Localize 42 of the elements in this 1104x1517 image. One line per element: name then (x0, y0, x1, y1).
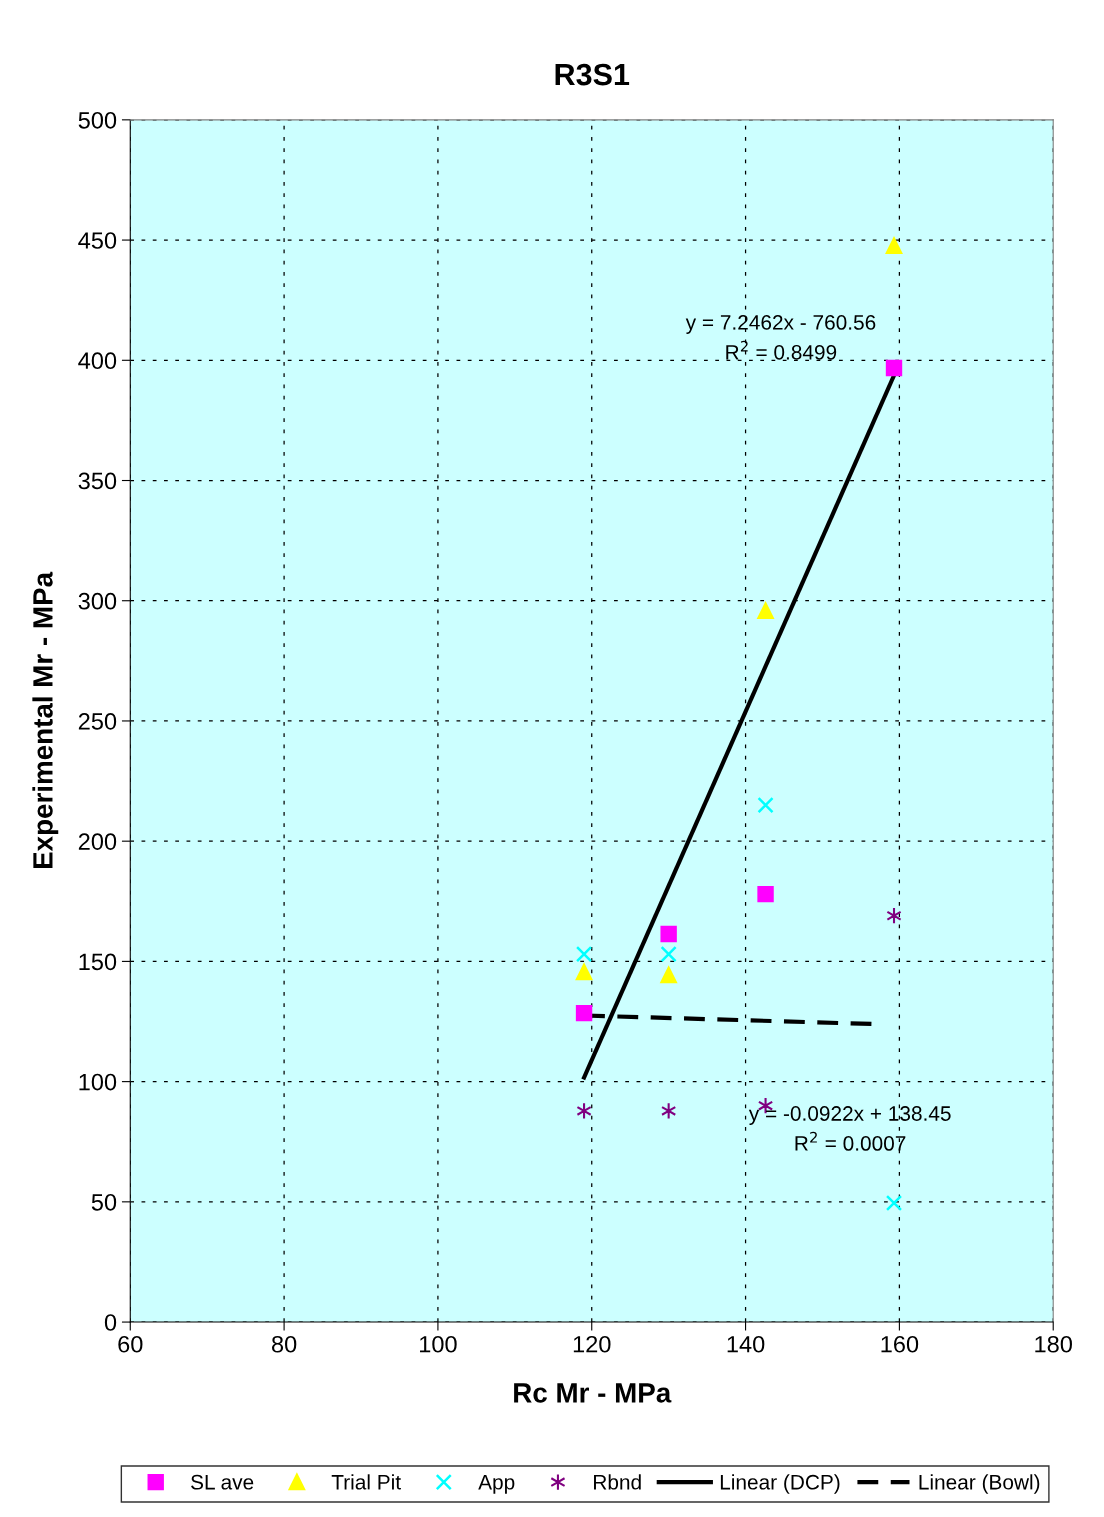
point (660, 925, 677, 943)
annotation: y = -0.0922x + 138.45 (748, 1106, 951, 1125)
annotation: R$^{2}$ = 0.0007 (795, 1131, 906, 1151)
x-tick-label: 160 (881, 1335, 919, 1353)
point (575, 963, 593, 981)
point (885, 1194, 903, 1212)
x-tick-label: 180 (1035, 1335, 1072, 1353)
point (757, 796, 774, 814)
y-tick-label: 200 (78, 833, 117, 850)
point (660, 945, 677, 963)
point (885, 359, 903, 377)
point (575, 945, 593, 963)
x-axis-title: Rc Mr - MPa (514, 1383, 672, 1403)
point (757, 602, 774, 620)
legend-label: App (478, 1475, 515, 1494)
legend-label: Trial Pit (331, 1474, 401, 1490)
y-tick-label: 450 (78, 232, 117, 249)
y-tick-label: 100 (79, 1073, 117, 1091)
y-tick-label: 500 (78, 111, 117, 129)
legend-label: SL ave (191, 1474, 254, 1490)
y-tick-label: 300 (78, 592, 117, 610)
y-tick-label: 400 (78, 352, 117, 370)
x-tick-label: 60 (118, 1335, 143, 1353)
point (660, 966, 677, 984)
y-tick-label: 0 (104, 1314, 117, 1331)
y-tick-label: 150 (79, 953, 117, 971)
y-axis-title: Experimental Mr - MPa (32, 571, 59, 869)
chart-title: R3S1 (555, 63, 630, 86)
annotation: y = 7.2462x - 760.56 (685, 315, 876, 334)
x-tick-label: 80 (271, 1335, 297, 1353)
point (885, 237, 903, 255)
legend-label: Linear (DCP) (720, 1474, 840, 1494)
x-tick-label: 120 (573, 1335, 611, 1353)
point (575, 1004, 593, 1022)
y-tick-label: 50 (91, 1193, 117, 1211)
y-tick-label: 250 (78, 713, 117, 730)
point (757, 885, 774, 903)
legend-label: Linear (Bowl) (919, 1474, 1040, 1494)
y-tick-label: 350 (78, 472, 117, 490)
x-tick-label: 100 (420, 1335, 457, 1353)
x-tick-label: 140 (727, 1335, 765, 1353)
legend-label: Rbnd (594, 1474, 641, 1490)
